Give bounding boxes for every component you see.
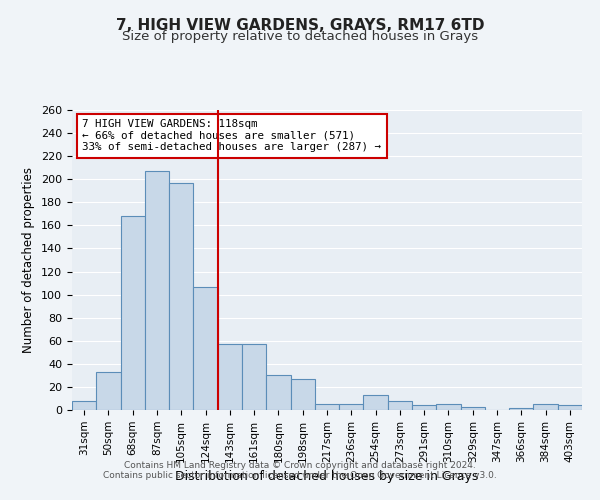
Bar [96, 372, 121, 410]
Bar [533, 404, 558, 410]
Y-axis label: Number of detached properties: Number of detached properties [22, 167, 35, 353]
Bar [436, 404, 461, 410]
Bar [266, 376, 290, 410]
Bar [339, 404, 364, 410]
Bar [193, 286, 218, 410]
Bar [242, 344, 266, 410]
Bar [558, 406, 582, 410]
Bar [121, 216, 145, 410]
Bar [315, 404, 339, 410]
Bar [145, 171, 169, 410]
Bar [388, 401, 412, 410]
Text: Size of property relative to detached houses in Grays: Size of property relative to detached ho… [122, 30, 478, 43]
Text: 7, HIGH VIEW GARDENS, GRAYS, RM17 6TD: 7, HIGH VIEW GARDENS, GRAYS, RM17 6TD [116, 18, 484, 32]
Text: Contains HM Land Registry data © Crown copyright and database right 2024.
Contai: Contains HM Land Registry data © Crown c… [103, 460, 497, 480]
Text: 7 HIGH VIEW GARDENS: 118sqm
← 66% of detached houses are smaller (571)
33% of se: 7 HIGH VIEW GARDENS: 118sqm ← 66% of det… [82, 119, 381, 152]
Bar [461, 406, 485, 410]
Bar [218, 344, 242, 410]
Bar [412, 406, 436, 410]
Bar [509, 408, 533, 410]
Bar [169, 182, 193, 410]
Bar [72, 401, 96, 410]
Bar [364, 395, 388, 410]
Bar [290, 379, 315, 410]
X-axis label: Distribution of detached houses by size in Grays: Distribution of detached houses by size … [175, 470, 479, 483]
